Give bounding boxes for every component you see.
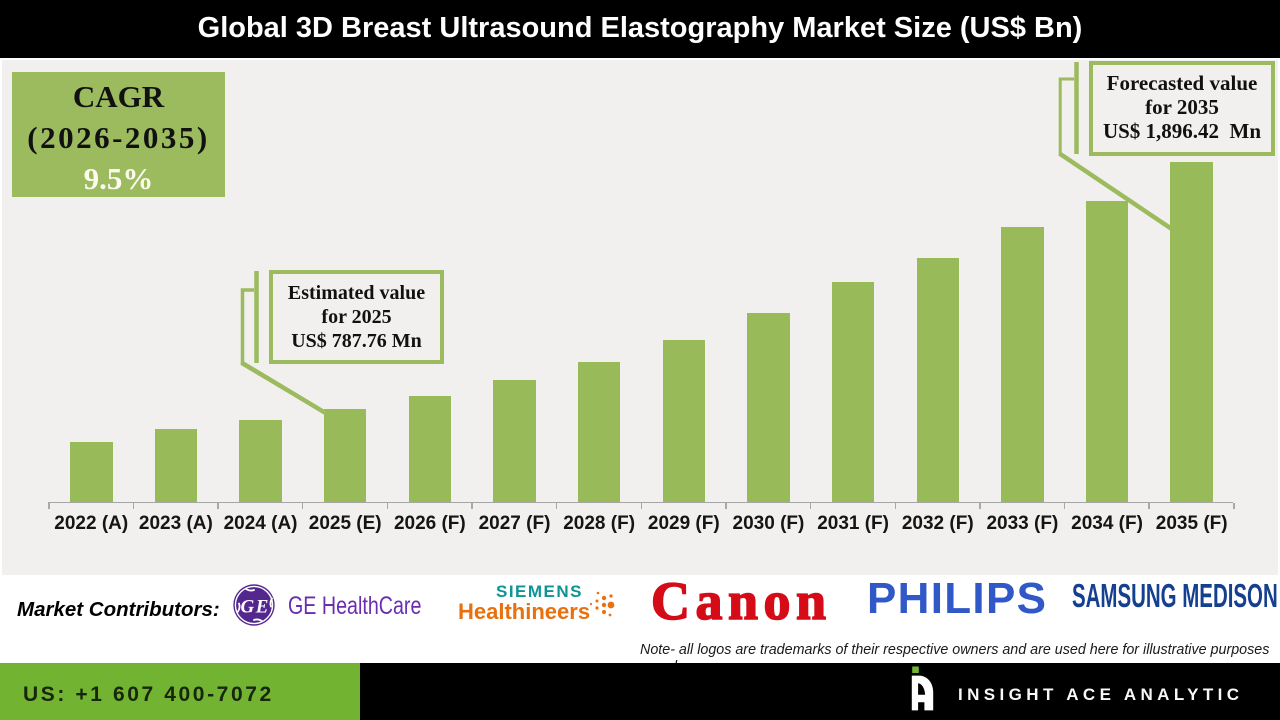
svg-text:G E: G E [241, 597, 269, 618]
